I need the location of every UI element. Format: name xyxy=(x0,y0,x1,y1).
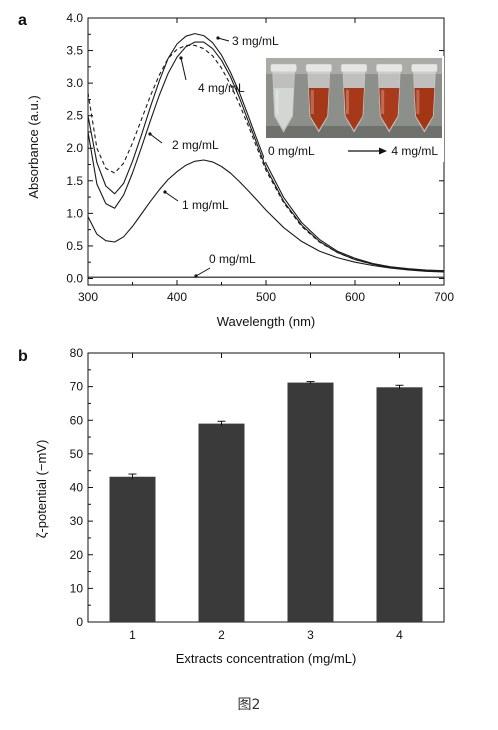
figure-caption: 图2 xyxy=(237,697,261,713)
annotation-pointer xyxy=(195,267,211,277)
annotation-pointer xyxy=(149,133,163,144)
tube-liquid xyxy=(344,88,364,130)
series-annotation-label: 1 mg/mL xyxy=(182,198,229,212)
zeta-y-tick-label: 50 xyxy=(70,447,84,461)
absorbance-series-line xyxy=(87,159,445,273)
absorbance-x-tick-label: 700 xyxy=(434,290,454,304)
zeta-y-tick-label: 10 xyxy=(70,581,84,595)
zeta-x-axis-label: Extracts concentration (mg/mL) xyxy=(176,651,357,666)
panel-a: a 300 400 500 600 700 0.0 0.5 1.0 1.5 2.0 2.5 3.0 3.… xyxy=(18,11,454,329)
absorbance-x-tick-label: 500 xyxy=(256,290,276,304)
series-annotation-label: 3 mg/mL xyxy=(232,34,279,48)
absorbance-axis-ticks: 300 400 500 600 700 0.0 0.5 1.0 1.5 2.0 2.5 3.0 3.5 4… xyxy=(66,11,454,304)
zeta-bars xyxy=(109,381,423,622)
tube-cap-icon xyxy=(340,63,368,73)
tube-highlight xyxy=(416,90,420,114)
series-annotation-label: 0 mg/mL xyxy=(209,252,256,266)
absorbance-lines xyxy=(87,33,445,278)
absorbance-y-axis-label: Absorbance (a.u.) xyxy=(26,95,41,198)
tube-highlight xyxy=(346,90,349,114)
inset-left-label: 0 mg/mL xyxy=(268,144,315,158)
tube-cap-icon xyxy=(411,63,438,73)
tube-liquid xyxy=(379,88,400,130)
panel-b-label: b xyxy=(18,348,28,365)
zeta-x-tick-label: 1 xyxy=(129,628,136,642)
zeta-y-tick-label: 0 xyxy=(76,615,83,629)
zeta-x-tick-label: 2 xyxy=(218,628,225,642)
absorbance-x-tick-label: 600 xyxy=(345,290,365,304)
annotation-pointer-head xyxy=(194,274,198,278)
tube-highlight xyxy=(310,90,314,114)
annotation-pointer-head xyxy=(163,190,167,194)
tube-highlight xyxy=(381,90,385,114)
absorbance-x-tick-label: 400 xyxy=(167,290,187,304)
zeta-x-tick-label: 4 xyxy=(396,628,403,642)
absorbance-y-tick-label: 3.0 xyxy=(66,76,83,90)
absorbance-x-tick-label: 300 xyxy=(78,290,98,304)
panel-b: b 0 10 20 30 40 50 60 70 80 1 2 3 4 Extracts concent… xyxy=(18,346,445,666)
annotation-pointer xyxy=(217,37,230,42)
zeta-y-tick-label: 30 xyxy=(70,514,84,528)
absorbance-y-tick-label: 1.5 xyxy=(66,174,83,188)
inset-right-label: 4 mg/mL xyxy=(391,144,438,158)
tube-cap-icon xyxy=(375,63,403,73)
zeta-y-tick-label: 40 xyxy=(70,481,84,495)
absorbance-y-tick-label: 2.0 xyxy=(66,141,83,155)
tube-liquid xyxy=(273,88,294,130)
absorbance-y-tick-label: 0.0 xyxy=(66,271,83,285)
inset-arrow-icon xyxy=(379,147,387,155)
zeta-bar xyxy=(109,476,156,622)
annotation-pointer-head xyxy=(216,36,220,40)
tube-highlight xyxy=(275,90,279,114)
absorbance-y-tick-label: 3.5 xyxy=(66,44,83,58)
annotation-pointer xyxy=(180,57,187,81)
series-annotation-label: 4 mg/mL xyxy=(198,81,245,95)
zeta-y-tick-label: 20 xyxy=(70,548,84,562)
absorbance-series-line xyxy=(87,41,445,272)
absorbance-y-tick-label: 0.5 xyxy=(66,239,83,253)
zeta-y-axis-label: ζ-potential (−mV) xyxy=(34,440,49,539)
absorbance-x-axis-label: Wavelength (nm) xyxy=(217,314,316,329)
zeta-y-tick-label: 70 xyxy=(70,380,84,394)
zeta-x-tick-label: 3 xyxy=(307,628,314,642)
zeta-bar xyxy=(198,423,245,622)
zeta-y-tick-label: 80 xyxy=(70,346,84,360)
absorbance-y-tick-label: 1.0 xyxy=(66,206,83,220)
annotation-pointer-head xyxy=(148,132,152,136)
absorbance-annotations: 3 mg/mL 4 mg/mL 2 mg/mL 1 mg/mL 0 mg/mL xyxy=(148,34,279,278)
zeta-bar xyxy=(287,382,334,622)
absorbance-y-tick-label: 2.5 xyxy=(66,109,83,123)
figure: a 300 400 500 600 7000.00.51.01.52.02.53.03.… xyxy=(18,11,454,666)
tube-liquid xyxy=(414,88,435,130)
zeta-bar xyxy=(376,387,423,622)
absorbance-series-line xyxy=(87,33,445,272)
annotation-pointer xyxy=(164,191,179,202)
annotation-pointer-head xyxy=(179,56,183,60)
absorbance-y-tick-label: 4.0 xyxy=(66,11,83,25)
absorbance-series-line xyxy=(87,44,445,272)
tube-cap-icon xyxy=(270,63,297,73)
tube-photo-inset: 0 mg/mL 4 mg/mL xyxy=(264,56,444,162)
panel-a-label: a xyxy=(18,12,27,29)
series-annotation-label: 2 mg/mL xyxy=(172,138,219,152)
tube-cap-icon xyxy=(305,63,333,73)
zeta-y-tick-label: 60 xyxy=(70,413,84,427)
tube-liquid xyxy=(308,88,329,130)
